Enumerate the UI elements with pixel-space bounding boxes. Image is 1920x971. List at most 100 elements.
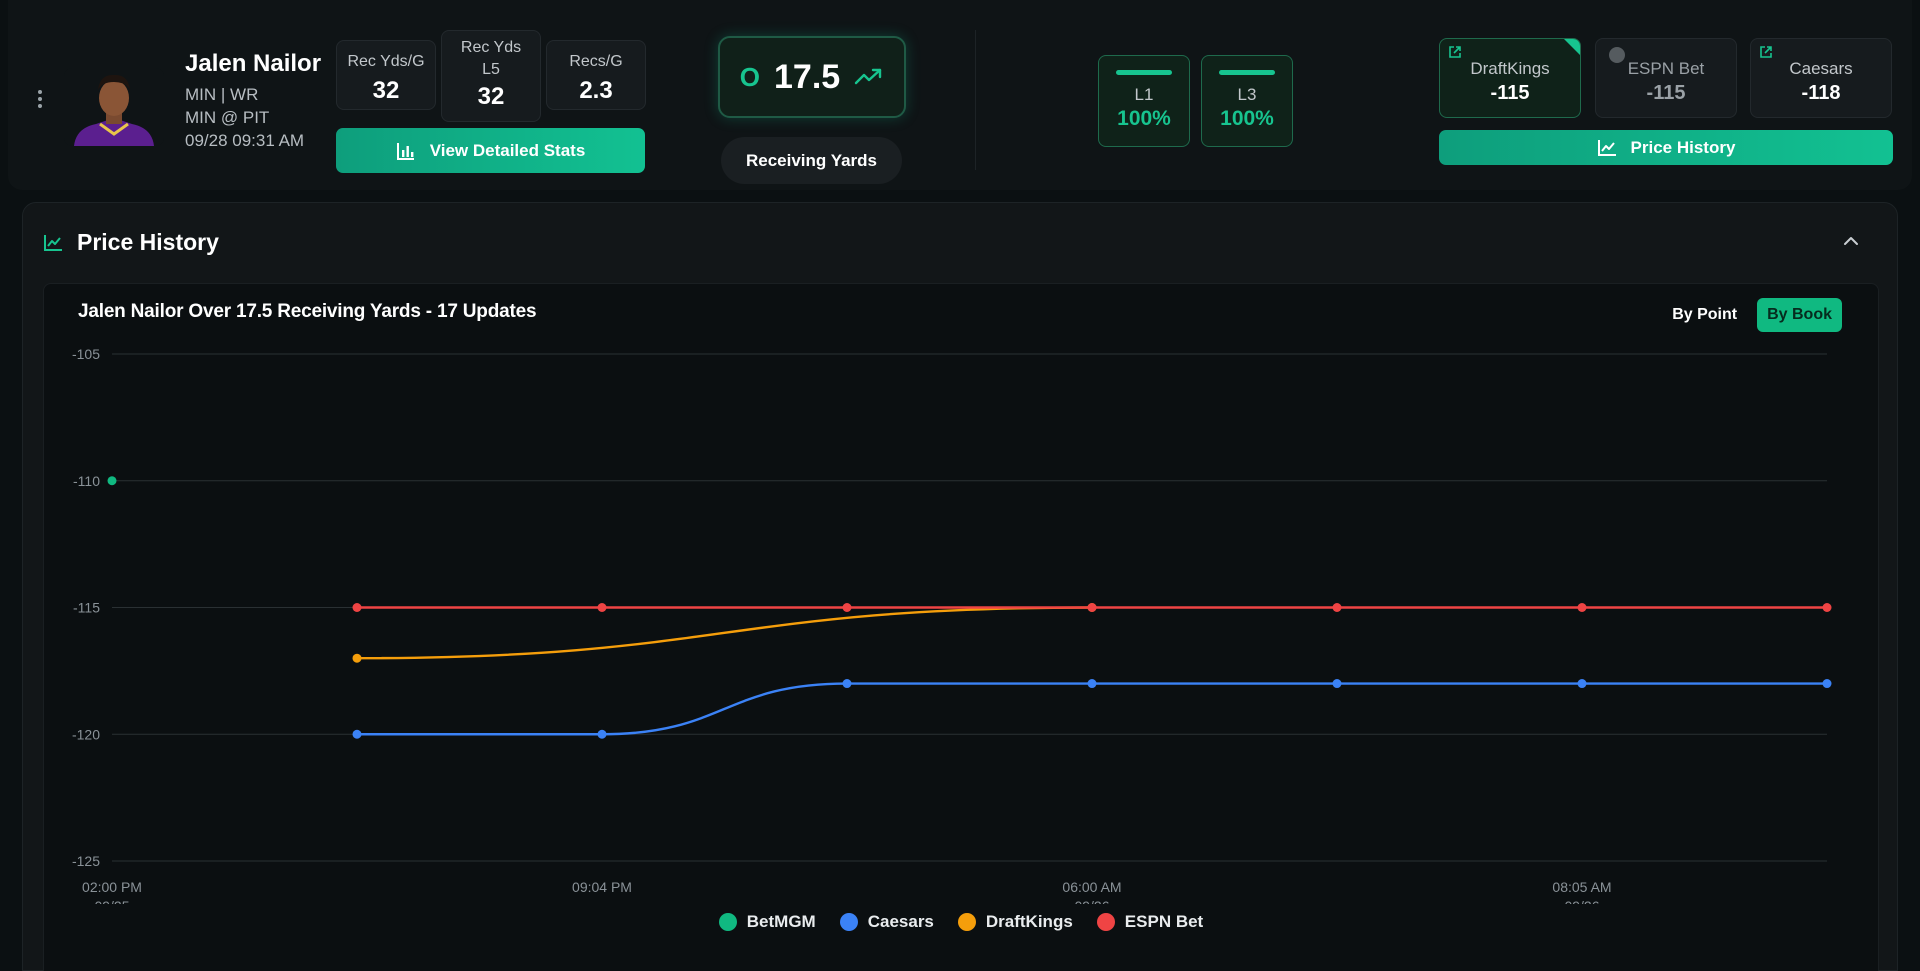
line-value: 17.5 <box>774 57 841 96</box>
chevron-up-icon[interactable] <box>1841 233 1861 249</box>
hit-rate-bar <box>1219 70 1275 75</box>
x-tick-label: 02:00 PM <box>82 879 142 895</box>
chart-view-toggle: By Point By Book <box>1662 298 1842 332</box>
legend-item-betmgm[interactable]: BetMGM <box>718 912 816 932</box>
hit-rate-label: L1 <box>1134 85 1154 104</box>
y-tick-label: -120 <box>72 726 100 742</box>
data-point-caesars[interactable] <box>1087 679 1097 689</box>
hit-rate-bar <box>1116 70 1172 75</box>
data-point-caesars[interactable] <box>597 729 607 739</box>
x-tick-label: 08:05 AM <box>1552 879 1611 895</box>
chart-card: Jalen Nailor Over 17.5 Receiving Yards -… <box>43 283 1879 971</box>
data-point-draftkings[interactable] <box>352 653 362 663</box>
view-detailed-stats-label: View Detailed Stats <box>429 140 586 160</box>
y-tick-label: -125 <box>72 853 100 869</box>
legend-label: ESPN Bet <box>1124 912 1204 931</box>
by-point-toggle[interactable]: By Point <box>1672 306 1738 323</box>
stat-label: Recs/G <box>569 53 623 70</box>
y-tick-label: -115 <box>73 600 100 616</box>
book-espn-bet[interactable]: ESPN Bet -115 <box>1595 38 1737 118</box>
line-chart-icon <box>1597 139 1616 156</box>
hit-rate-l3: L3 100% <box>1201 55 1293 147</box>
book-logo-placeholder-icon <box>1609 47 1625 63</box>
book-draftkings[interactable]: DraftKings -115 <box>1439 38 1581 118</box>
data-point-espn-bet[interactable] <box>1822 603 1832 612</box>
series-line-draftkings <box>356 606 1093 660</box>
stat-recs-per-game: Recs/G 2.3 <box>546 40 646 110</box>
over-under-indicator: O <box>739 61 761 92</box>
trending-up-icon <box>855 68 882 85</box>
stat-rec-yds-l5: Rec Yds L5 32 <box>441 30 541 122</box>
book-name: Caesars <box>1789 59 1853 78</box>
stat-label: Rec Yds L5 <box>460 39 522 78</box>
player-matchup: MIN @ PIT <box>185 108 270 127</box>
legend-swatch <box>1096 913 1115 931</box>
more-options-icon[interactable] <box>36 90 44 112</box>
y-tick-label: -105 <box>72 346 100 362</box>
stat-value: 32 <box>372 77 400 104</box>
legend-swatch <box>839 913 858 931</box>
legend-swatch <box>718 913 737 931</box>
data-point-caesars[interactable] <box>842 679 852 689</box>
by-book-toggle[interactable]: By Book <box>1757 298 1842 332</box>
data-point-espn-bet[interactable] <box>1577 603 1587 612</box>
x-tick-date: 09/25 <box>94 898 129 904</box>
stat-rec-yds-per-game: Rec Yds/G 32 <box>336 40 436 110</box>
chart-legend: BetMGM Caesars DraftKings ESPN Bet <box>44 912 1878 932</box>
stat-value: 32 <box>477 83 505 110</box>
price-history-button[interactable]: Price History <box>1439 130 1893 165</box>
external-link-icon[interactable] <box>1759 45 1773 59</box>
external-link-icon[interactable] <box>1448 45 1462 59</box>
hit-rate-pct: 100% <box>1220 107 1274 130</box>
player-name: Jalen Nailor <box>185 50 322 77</box>
x-tick-date: 09/26 <box>1564 898 1599 904</box>
stat-label: Rec Yds/G <box>347 53 425 70</box>
data-point-espn-bet[interactable] <box>597 603 607 612</box>
price-history-button-label: Price History <box>1630 137 1736 157</box>
x-tick-label: 06:00 AM <box>1062 879 1121 895</box>
price-history-chart: -105 -110 -115 -120 -125 02:00 PM 09/25 09:04 P… <box>72 346 1832 904</box>
legend-swatch <box>957 913 976 931</box>
prop-header-card: Jalen Nailor MIN | WR MIN @ PIT 09/28 09… <box>8 0 1912 190</box>
player-avatar <box>64 68 164 146</box>
x-tick-date: 09/26 <box>1074 898 1109 904</box>
panel-header[interactable]: Price History <box>43 229 219 256</box>
book-caesars[interactable]: Caesars -118 <box>1750 38 1892 118</box>
legend-item-caesars[interactable]: Caesars <box>839 912 934 932</box>
line-value-box[interactable]: O 17.5 <box>718 36 906 118</box>
stat-value: 2.3 <box>579 77 613 104</box>
data-point-caesars[interactable] <box>352 729 362 739</box>
chart-title: Jalen Nailor Over 17.5 Receiving Yards -… <box>78 301 537 322</box>
view-detailed-stats-button[interactable]: View Detailed Stats <box>336 128 645 173</box>
price-history-panel: Price History Jalen Nailor Over 17.5 Rec… <box>22 202 1898 971</box>
data-point-betmgm[interactable] <box>107 476 117 486</box>
best-odds-corner <box>1564 39 1580 55</box>
data-point-espn-bet[interactable] <box>352 603 362 612</box>
legend-item-draftkings[interactable]: DraftKings <box>957 912 1073 932</box>
book-odds: -115 <box>1490 82 1530 104</box>
market-type-pill[interactable]: Receiving Yards <box>721 137 902 184</box>
hit-rate-pct: 100% <box>1117 107 1171 130</box>
data-point-espn-bet[interactable] <box>1332 603 1342 612</box>
hit-rate-label: L3 <box>1237 85 1257 104</box>
x-tick-label: 09:04 PM <box>572 879 632 895</box>
y-tick-label: -110 <box>73 473 100 489</box>
legend-label: Caesars <box>867 912 934 931</box>
data-point-caesars[interactable] <box>1332 679 1342 689</box>
book-name: DraftKings <box>1470 59 1550 78</box>
book-odds: -118 <box>1801 82 1841 104</box>
panel-title: Price History <box>77 229 219 255</box>
data-point-caesars[interactable] <box>1822 679 1832 689</box>
book-odds: -115 <box>1646 82 1686 104</box>
player-team-position: MIN | WR <box>185 85 259 104</box>
legend-item-espn-bet[interactable]: ESPN Bet <box>1096 912 1204 932</box>
game-datetime: 09/28 09:31 AM <box>185 131 305 150</box>
player-info: Jalen Nailor MIN | WR MIN @ PIT 09/28 09… <box>185 50 321 152</box>
data-point-espn-bet[interactable] <box>1087 603 1097 612</box>
data-point-espn-bet[interactable] <box>842 603 852 612</box>
header-divider <box>975 30 976 170</box>
data-point-caesars[interactable] <box>1577 679 1587 689</box>
series-line-caesars <box>357 682 1827 736</box>
line-chart-icon <box>44 234 62 251</box>
